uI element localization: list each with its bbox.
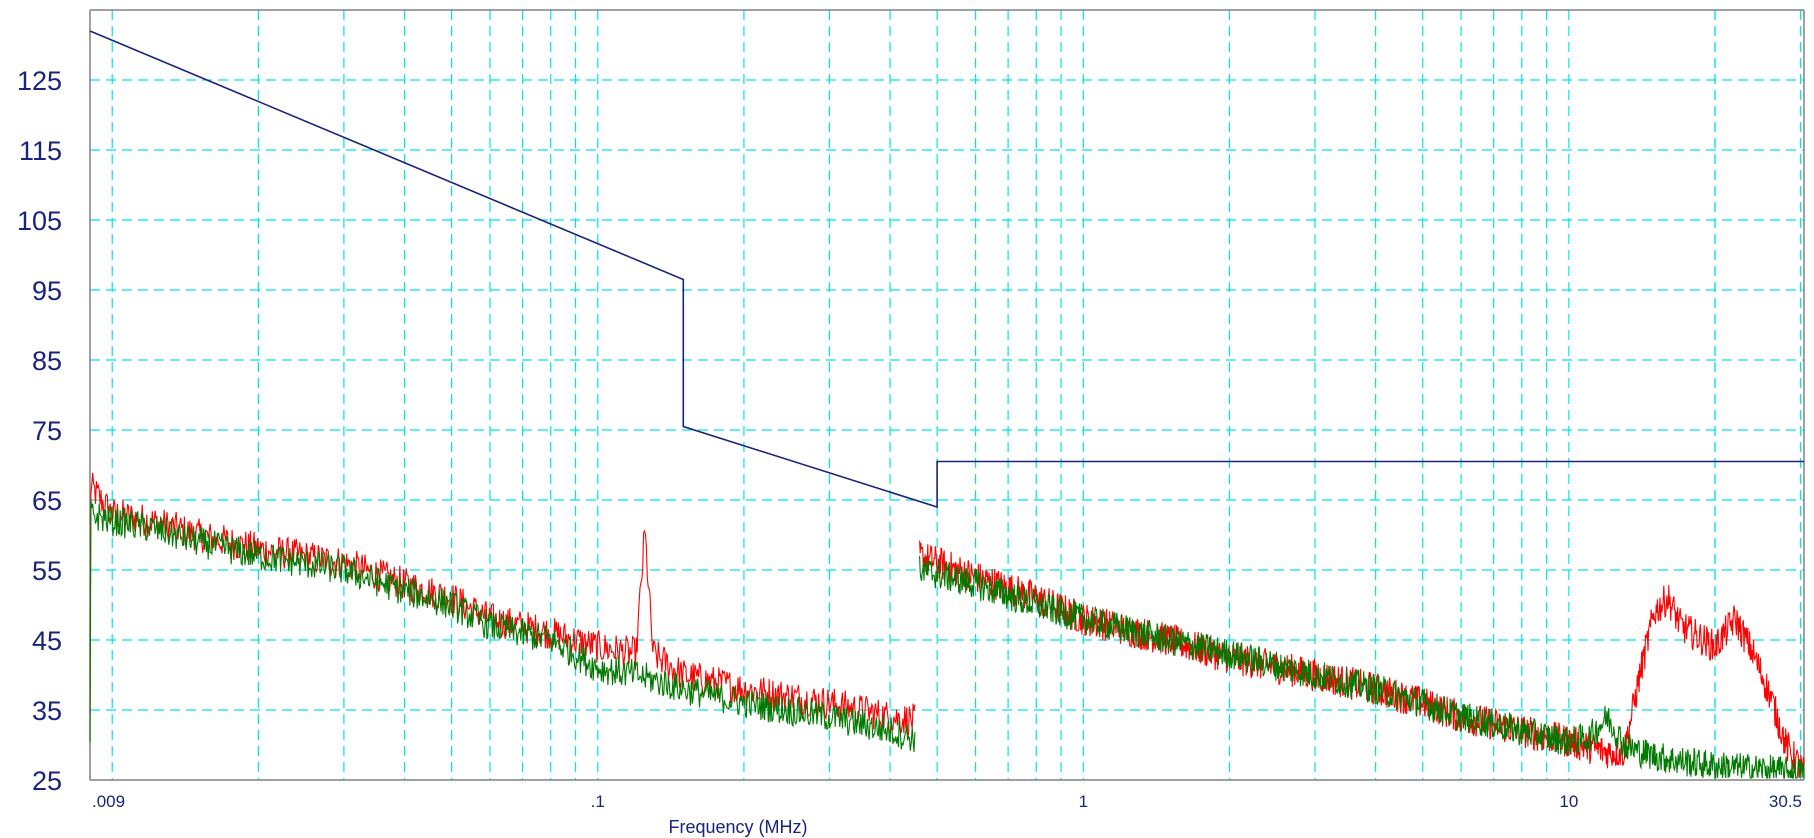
x-tick-label: 10 [1559, 792, 1578, 811]
y-tick-label: 35 [32, 696, 62, 726]
y-tick-labels: 125 115 105 95 85 75 65 55 45 35 25 [17, 66, 62, 796]
x-tick-label: 1 [1079, 792, 1088, 811]
y-tick-label: 85 [32, 346, 62, 376]
x-axis-label: Frequency (MHz) [668, 817, 807, 837]
x-tick-labels: .009 .1 1 10 30.5 [92, 792, 1802, 811]
grid-layer [90, 10, 1804, 780]
y-tick-label: 65 [32, 486, 62, 516]
y-tick-label: 95 [32, 276, 62, 306]
y-tick-label: 55 [32, 556, 62, 586]
y-tick-label: 45 [32, 626, 62, 656]
y-tick-label: 115 [19, 136, 62, 166]
red-trace-segment [90, 473, 915, 736]
x-tick-label: .1 [591, 792, 605, 811]
y-tick-label: 75 [32, 416, 62, 446]
x-tick-label: 30.5 [1769, 792, 1802, 811]
green-trace-segment [920, 556, 1804, 778]
x-tick-label: .009 [92, 792, 125, 811]
y-tick-label: 125 [17, 66, 62, 96]
y-tick-label: 25 [32, 766, 62, 796]
y-tick-label: 105 [17, 206, 62, 236]
red-trace-segment [920, 541, 1804, 778]
